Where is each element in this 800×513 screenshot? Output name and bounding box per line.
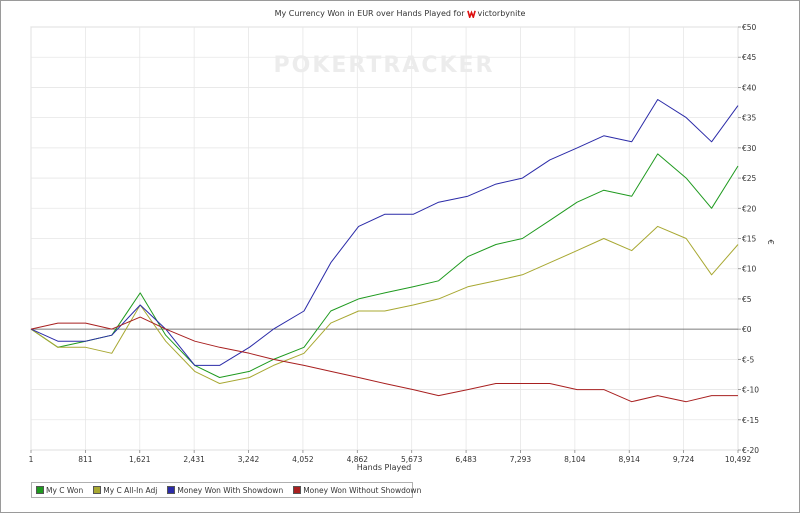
legend-label: Money Won Without Showdown: [303, 485, 422, 495]
legend-swatch: [36, 486, 44, 494]
series-line-money-won-without-showdown: [30, 316, 738, 403]
x-tick-label: 2,431: [183, 455, 205, 464]
watermark: POKERTRACKER: [274, 53, 495, 78]
x-tick-label: 1,621: [129, 455, 151, 464]
x-tick-label: 4,862: [347, 455, 369, 464]
y-tick-label: €40: [742, 83, 757, 92]
series-line-my-c-all-in-adj: [30, 225, 739, 384]
series-line-my-c-won: [30, 153, 739, 378]
gridlines: [30, 26, 739, 451]
y-tick-label: €-5: [742, 355, 754, 364]
y-axis-label: €: [766, 239, 775, 244]
x-tick-label: 8,914: [618, 455, 640, 464]
y-tick-label: €20: [742, 204, 757, 213]
y-tick-label: €30: [742, 144, 757, 153]
legend: My C Won My C All-In Adj Money Won With Sh…: [31, 482, 421, 498]
x-tick-label: 7,293: [510, 455, 532, 464]
series-line-money-won-with-showdown: [30, 99, 739, 366]
x-tick-label: 811: [78, 455, 93, 464]
y-tick-label: €0: [742, 325, 752, 334]
y-tick-label: €45: [742, 53, 757, 62]
y-tick-label: €5: [742, 295, 752, 304]
x-tick-label: 4,052: [292, 455, 314, 464]
y-tick-label: €-15: [742, 416, 759, 425]
y-tick-label: €-10: [742, 386, 759, 395]
y-tick-label: €35: [742, 114, 757, 123]
legend-swatch: [167, 486, 176, 494]
y-tick-label: €-20: [742, 446, 759, 455]
x-tick-label: 1: [29, 455, 34, 464]
x-tick-label: 8,104: [564, 455, 586, 464]
chart-title: My Currency Won in EUR over Hands Played…: [0, 9, 800, 18]
legend-item: Money Won With Showdown: [167, 486, 283, 495]
legend-item: Money Won Without Showdown: [293, 486, 421, 495]
y-tick-label: €25: [742, 174, 757, 183]
y-tick-label: €15: [742, 235, 757, 244]
line-chart: POKERTRACKER 1 811 1,621 2,431 3,242 4,052 4,8…: [29, 23, 775, 472]
x-axis-ticks: 1 811 1,621 2,431 3,242 4,052 4,862 5,673 6,483 7…: [29, 450, 751, 464]
player-name: victorbynite: [477, 9, 526, 18]
chart-title-text: My Currency Won in EUR over Hands Played…: [274, 9, 465, 18]
x-axis-label: Hands Played: [357, 463, 411, 472]
pokertracker-logo-icon: [466, 10, 476, 18]
x-tick-label: 3,242: [238, 455, 260, 464]
x-tick-label: 5,673: [401, 455, 423, 464]
legend-label: Money Won With Showdown: [177, 485, 284, 495]
series-lines: [30, 99, 739, 403]
legend-label: My C Won: [46, 485, 84, 495]
legend-label: My C All-In Adj: [103, 485, 158, 495]
legend-swatch: [93, 486, 102, 494]
legend-item: My C Won: [36, 486, 83, 495]
x-tick-label: 9,724: [673, 455, 695, 464]
y-tick-label: €10: [742, 265, 757, 274]
x-tick-label: 10,492: [725, 455, 751, 464]
y-tick-label: €50: [742, 23, 757, 32]
legend-item: My C All-In Adj: [93, 486, 157, 495]
x-tick-label: 6,483: [455, 455, 477, 464]
y-axis-ticks: €50 €45 €40 €35 €30 €25 €20 €15 €10 €5 €0 €-5 €-10 €-…: [738, 23, 759, 455]
legend-swatch: [293, 486, 302, 494]
